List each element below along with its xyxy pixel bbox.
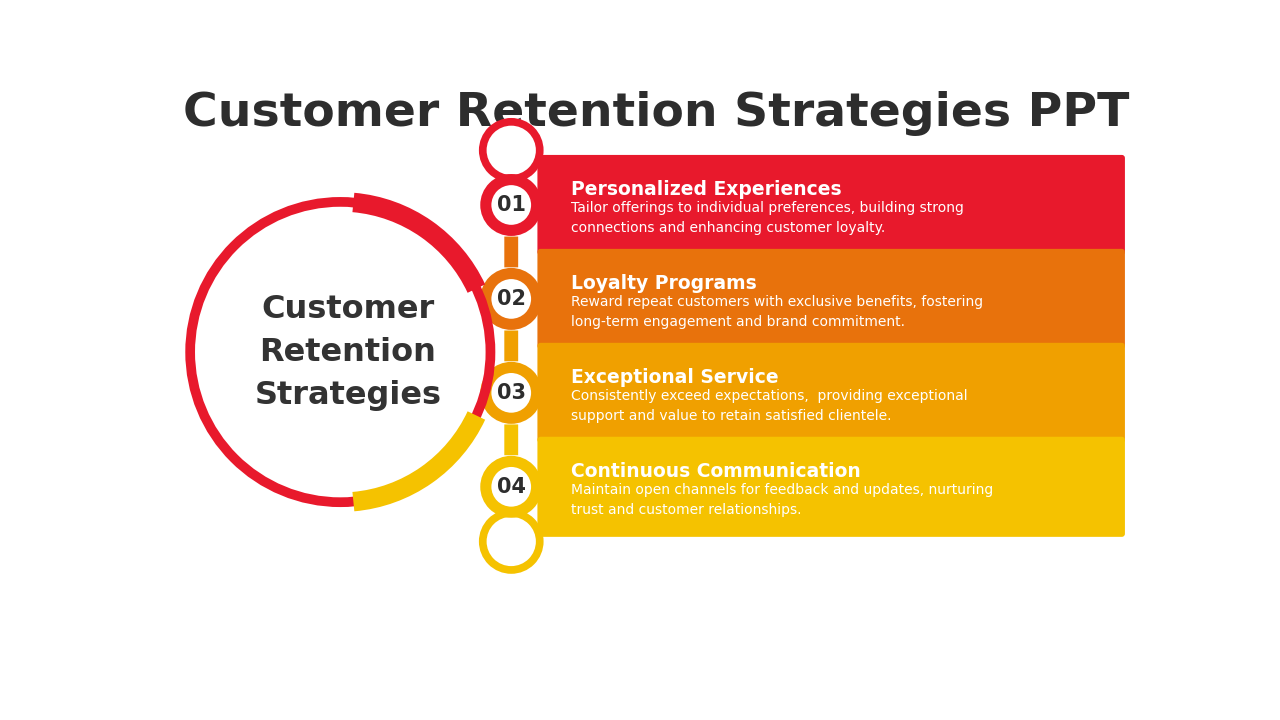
Circle shape	[486, 126, 536, 175]
Circle shape	[486, 462, 536, 512]
Text: Continuous Communication: Continuous Communication	[571, 462, 861, 481]
FancyBboxPatch shape	[502, 323, 521, 330]
FancyBboxPatch shape	[502, 455, 521, 463]
FancyBboxPatch shape	[502, 229, 521, 237]
Text: Exceptional Service: Exceptional Service	[571, 368, 780, 387]
Circle shape	[486, 274, 536, 324]
Circle shape	[486, 367, 536, 418]
Text: 03: 03	[497, 383, 526, 403]
FancyBboxPatch shape	[502, 417, 521, 424]
Text: Tailor offerings to individual preferences, building strong
connections and enha: Tailor offerings to individual preferenc…	[571, 202, 964, 235]
FancyBboxPatch shape	[504, 326, 518, 366]
FancyBboxPatch shape	[538, 437, 1125, 537]
Circle shape	[481, 456, 541, 517]
FancyBboxPatch shape	[538, 249, 1125, 349]
Text: Consistently exceed expectations,  providing exceptional
support and value to re: Consistently exceed expectations, provid…	[571, 390, 968, 423]
Circle shape	[479, 509, 544, 574]
Circle shape	[481, 175, 541, 235]
Text: 02: 02	[497, 289, 526, 309]
Text: Customer
Retention
Strategies: Customer Retention Strategies	[255, 294, 442, 410]
Circle shape	[486, 517, 536, 566]
Text: Personalized Experiences: Personalized Experiences	[571, 180, 842, 199]
FancyBboxPatch shape	[504, 512, 518, 517]
Text: Loyalty Programs: Loyalty Programs	[571, 274, 756, 293]
FancyBboxPatch shape	[504, 175, 518, 179]
FancyBboxPatch shape	[538, 343, 1125, 443]
FancyBboxPatch shape	[502, 361, 521, 369]
FancyBboxPatch shape	[504, 232, 518, 272]
Text: Maintain open channels for feedback and updates, nurturing
trust and customer re: Maintain open channels for feedback and …	[571, 483, 993, 517]
Text: Reward repeat customers with exclusive benefits, fostering
long-term engagement : Reward repeat customers with exclusive b…	[571, 295, 983, 329]
Circle shape	[481, 269, 541, 329]
Circle shape	[481, 363, 541, 423]
Text: Customer Retention Strategies PPT: Customer Retention Strategies PPT	[183, 91, 1129, 136]
Circle shape	[479, 118, 544, 183]
Text: 01: 01	[497, 195, 526, 215]
FancyBboxPatch shape	[538, 155, 1125, 255]
Text: 04: 04	[497, 477, 526, 497]
FancyBboxPatch shape	[504, 420, 518, 460]
Circle shape	[187, 198, 494, 506]
Circle shape	[486, 179, 536, 230]
FancyBboxPatch shape	[502, 267, 521, 275]
